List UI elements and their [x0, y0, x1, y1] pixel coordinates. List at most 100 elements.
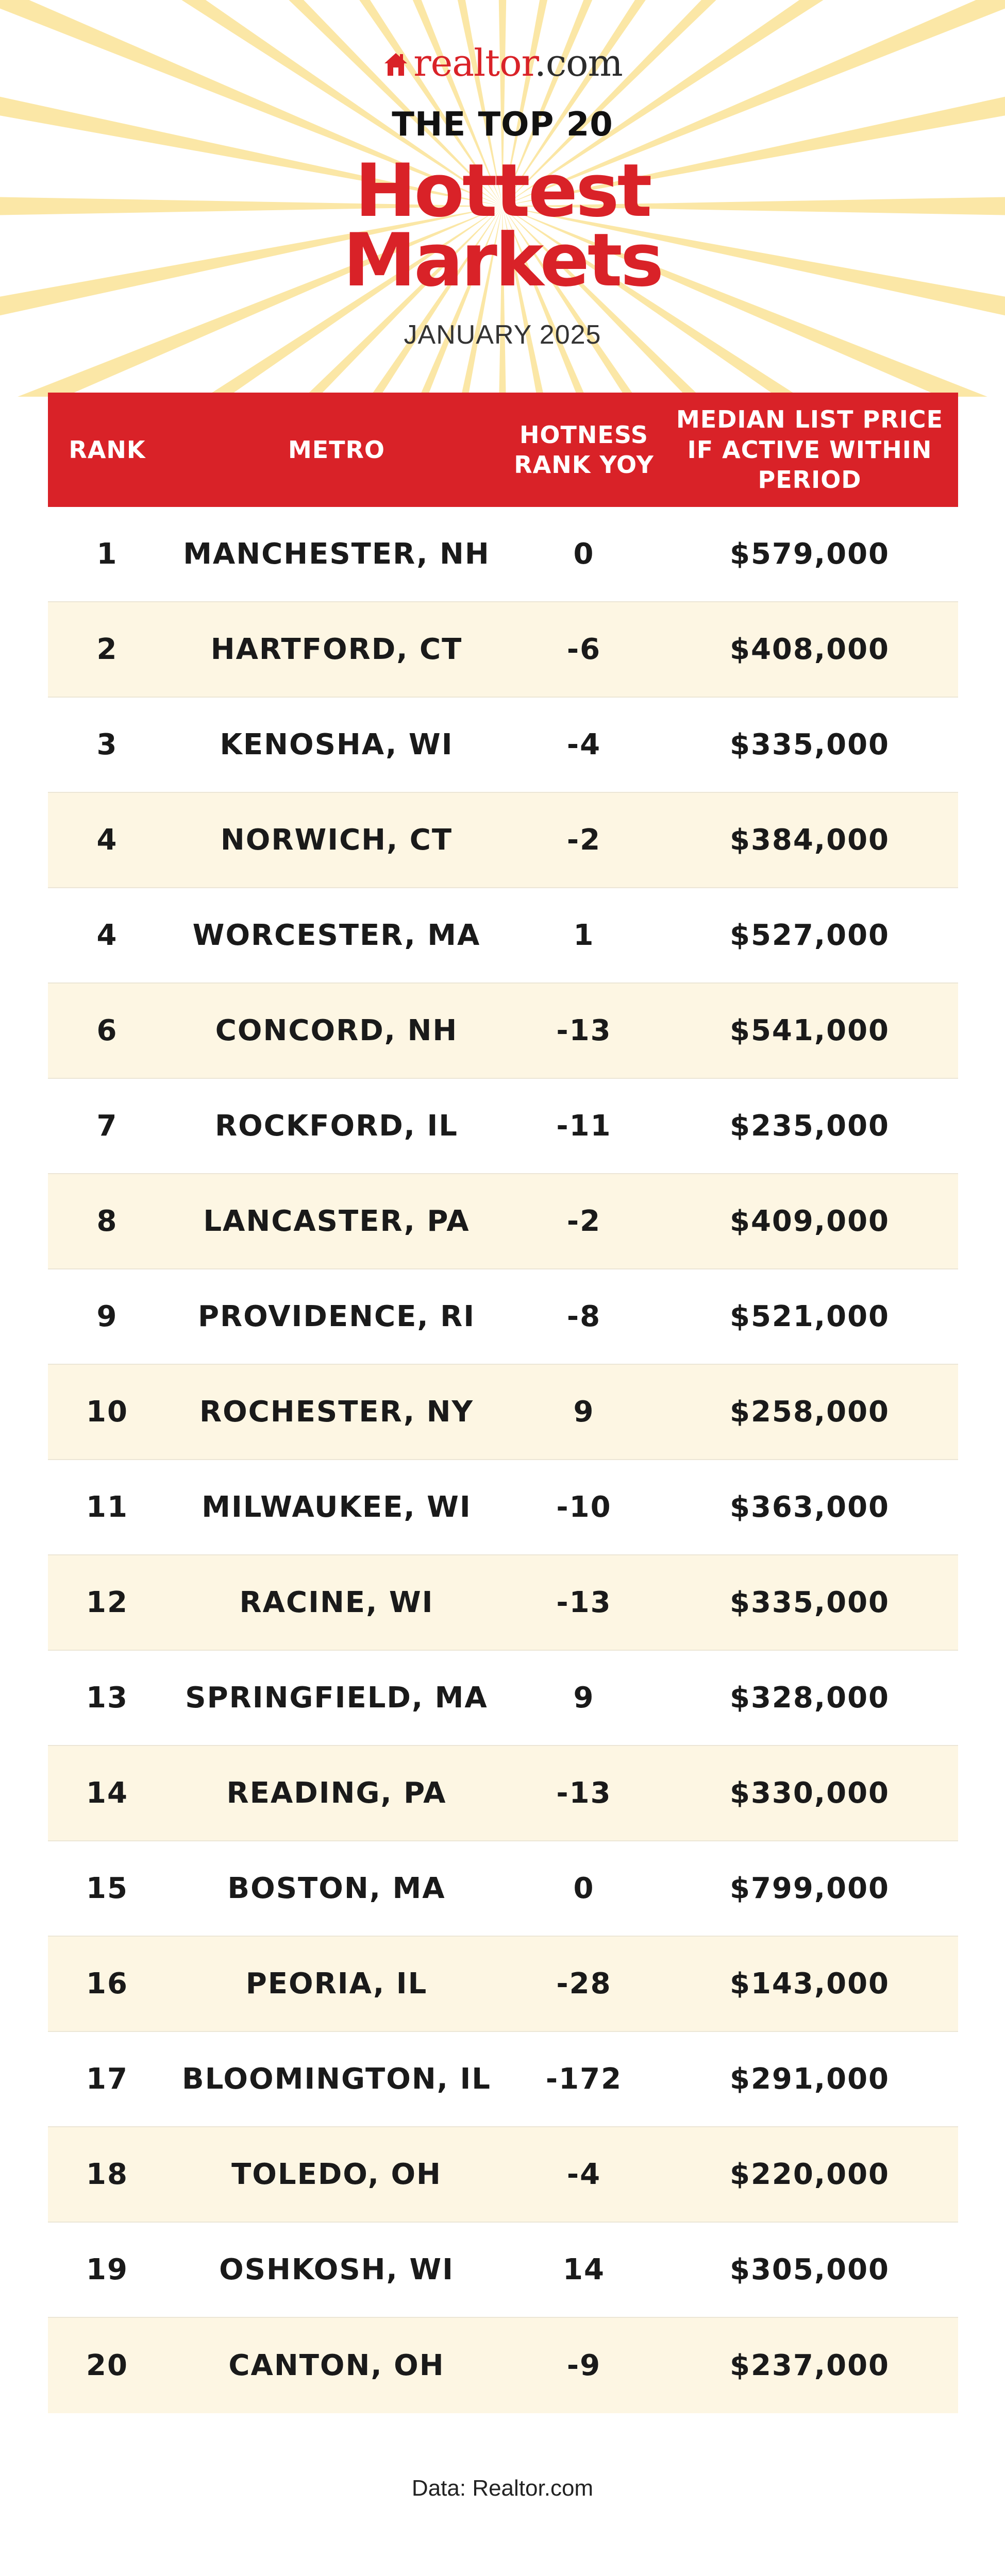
sunburst-ray	[502, 206, 987, 397]
table-row: 9 PROVIDENCE, RI -8 $521,000	[48, 1269, 958, 1365]
table-row: 18 TOLEDO, OH -4 $220,000	[48, 2127, 958, 2223]
cell-median-list-price: $258,000	[729, 1395, 890, 1429]
sunburst-ray	[502, 0, 1005, 206]
header-median-list-price: MEDIAN LIST PRICE IF ACTIVE WITHIN PERIO…	[676, 405, 943, 494]
cell-hotness-rank-yoy: -8	[566, 1300, 601, 1333]
cell-metro: CONCORD, NH	[215, 1014, 458, 1047]
cell-rank: 4	[96, 823, 118, 857]
sunburst-background	[0, 0, 1005, 397]
cell-rank: 3	[96, 728, 118, 761]
table-row: 12 RACINE, WI -13 $335,000	[48, 1555, 958, 1651]
cell-metro: PROVIDENCE, RI	[197, 1300, 476, 1333]
cell-hotness-rank-yoy: -2	[566, 823, 601, 857]
cell-rank: 6	[96, 1014, 118, 1047]
cell-hotness-rank-yoy: 9	[573, 1681, 595, 1715]
cell-metro: ROCHESTER, NY	[199, 1395, 474, 1429]
report-date: JANUARY 2025	[404, 320, 601, 350]
cell-metro: MILWAUKEE, WI	[202, 1490, 472, 1524]
cell-metro: PEORIA, IL	[245, 1967, 428, 2001]
house-icon	[382, 43, 409, 87]
cell-median-list-price: $235,000	[729, 1109, 890, 1143]
cell-hotness-rank-yoy: -13	[556, 1776, 612, 1810]
logo-suffix: .com	[534, 41, 623, 84]
cell-median-list-price: $541,000	[729, 1014, 890, 1047]
page-title-line-1: Hottest	[355, 148, 652, 233]
table-row: 17 BLOOMINGTON, IL -172 $291,000	[48, 2032, 958, 2127]
page-title-line-2: Markets	[343, 218, 664, 303]
cell-rank: 13	[86, 1681, 128, 1715]
cell-hotness-rank-yoy: 14	[563, 2253, 605, 2286]
cell-rank: 16	[86, 1967, 128, 2001]
table-row: 13 SPRINGFIELD, MA 9 $328,000	[48, 1651, 958, 1746]
cell-metro: BOSTON, MA	[227, 1872, 446, 1905]
cell-hotness-rank-yoy: -4	[566, 728, 601, 761]
cell-metro: CANTON, OH	[228, 2349, 445, 2382]
table-header: RANK METRO HOTNESS RANK YOY MEDIAN LIST …	[48, 393, 958, 507]
cell-median-list-price: $291,000	[729, 2062, 890, 2096]
cell-metro: MANCHESTER, NH	[183, 537, 490, 571]
cell-metro: SPRINGFIELD, MA	[185, 1681, 488, 1715]
cell-rank: 18	[86, 2158, 128, 2191]
table-row: 2 HARTFORD, CT -6 $408,000	[48, 602, 958, 698]
cell-metro: ROCKFORD, IL	[215, 1109, 458, 1143]
cell-median-list-price: $363,000	[729, 1490, 890, 1524]
cell-rank: 19	[86, 2253, 128, 2286]
cell-metro: LANCASTER, PA	[203, 1205, 470, 1238]
cell-metro: OSHKOSH, WI	[219, 2253, 454, 2286]
cell-rank: 14	[86, 1776, 128, 1810]
cell-median-list-price: $143,000	[729, 1967, 890, 2001]
sunburst-ray	[359, 0, 502, 206]
cell-hotness-rank-yoy: -2	[566, 1205, 601, 1238]
cell-rank: 7	[96, 1109, 118, 1143]
cell-median-list-price: $521,000	[729, 1300, 890, 1333]
cell-metro: WORCESTER, MA	[192, 919, 481, 952]
table-row: 3 KENOSHA, WI -4 $335,000	[48, 698, 958, 793]
cell-rank: 1	[96, 537, 118, 571]
sunburst-ray	[289, 0, 502, 206]
header-rank: RANK	[69, 436, 146, 464]
markets-table: RANK METRO HOTNESS RANK YOY MEDIAN LIST …	[48, 393, 958, 2413]
cell-median-list-price: $328,000	[729, 1681, 890, 1715]
cell-median-list-price: $237,000	[729, 2349, 890, 2382]
cell-hotness-rank-yoy: -11	[556, 1109, 612, 1143]
cell-hotness-rank-yoy: -9	[566, 2349, 601, 2382]
table-row: 19 OSHKOSH, WI 14 $305,000	[48, 2223, 958, 2318]
cell-hotness-rank-yoy: -28	[556, 1967, 612, 2001]
cell-median-list-price: $579,000	[729, 537, 890, 571]
cell-rank: 11	[86, 1490, 128, 1524]
cell-hotness-rank-yoy: 0	[573, 1872, 595, 1905]
sunburst-ray	[499, 206, 506, 397]
cell-hotness-rank-yoy: -13	[556, 1586, 612, 1619]
cell-hotness-rank-yoy: 9	[573, 1395, 595, 1429]
sunburst-ray	[0, 0, 502, 206]
cell-median-list-price: $305,000	[729, 2253, 890, 2286]
cell-median-list-price: $527,000	[729, 919, 890, 952]
cell-rank: 4	[96, 919, 118, 952]
cell-hotness-rank-yoy: 0	[573, 537, 595, 571]
sunburst-ray	[206, 206, 502, 397]
table-row: 6 CONCORD, NH -13 $541,000	[48, 984, 958, 1079]
table-row: 14 READING, PA -13 $330,000	[48, 1746, 958, 1841]
sunburst-ray	[502, 0, 593, 206]
cell-median-list-price: $409,000	[729, 1205, 890, 1238]
table-row: 4 NORWICH, CT -2 $384,000	[48, 793, 958, 888]
cell-rank: 10	[86, 1395, 128, 1429]
table-row: 10 ROCHESTER, NY 9 $258,000	[48, 1365, 958, 1460]
table-body: 1 MANCHESTER, NH 0 $579,000 2 HARTFORD, CT -6 $…	[48, 507, 958, 2413]
realtor-logo: realtor.com	[0, 41, 1005, 87]
cell-metro: NORWICH, CT	[220, 823, 453, 857]
table-row: 1 MANCHESTER, NH 0 $579,000	[48, 507, 958, 602]
cell-hotness-rank-yoy: -10	[556, 1490, 612, 1524]
cell-median-list-price: $335,000	[729, 728, 890, 761]
page-subtitle: THE TOP 20	[392, 106, 613, 144]
cell-hotness-rank-yoy: -6	[566, 633, 601, 666]
sunburst-ray	[498, 0, 507, 206]
cell-metro: HARTFORD, CT	[210, 633, 463, 666]
cell-rank: 12	[86, 1586, 128, 1619]
table-row: 8 LANCASTER, PA -2 $409,000	[48, 1174, 958, 1269]
sunburst-ray	[419, 206, 502, 397]
table-row: 7 ROCKFORD, IL -11 $235,000	[48, 1079, 958, 1174]
data-source: Data: Realtor.com	[411, 2476, 594, 2501]
header-metro: METRO	[288, 436, 386, 464]
cell-median-list-price: $384,000	[729, 823, 890, 857]
